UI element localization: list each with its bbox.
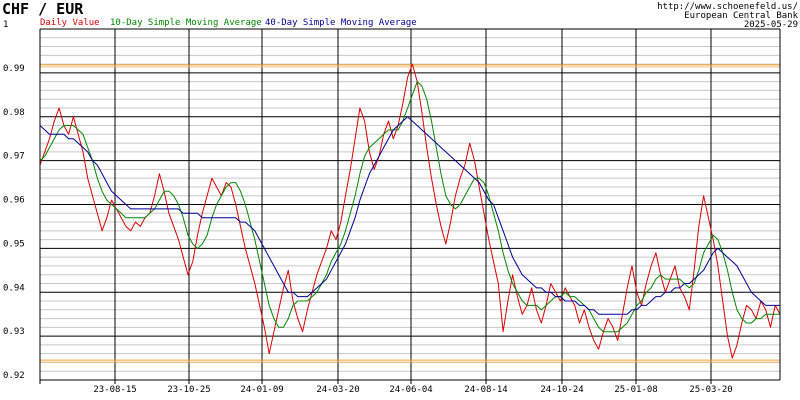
y-tick-label: 0.98 (3, 108, 25, 118)
legend-daily-value: Daily Value (40, 18, 100, 28)
chart-title: CHF / EUR (2, 0, 84, 18)
y-tick-label: 0.99 (3, 64, 25, 74)
x-tick-label: 25-01-08 (614, 385, 657, 395)
x-tick-label: 24-01-09 (240, 385, 283, 395)
x-tick-label: 23-10-25 (167, 385, 210, 395)
legend-sma-40: 40-Day Simple Moving Average (265, 18, 417, 28)
series-sma-40 (39, 116, 780, 315)
y-tick-label: 0.97 (3, 152, 25, 162)
x-tick-label: 24-10-24 (540, 385, 583, 395)
x-tick-label: 24-06-04 (389, 385, 432, 395)
y-tick-label: 0.95 (3, 239, 25, 249)
y-tick-labels: 1 0.99 0.98 0.97 0.96 0.95 0.94 0.93 0.92 (3, 20, 25, 381)
y-tick-label: 0.94 (3, 283, 25, 293)
x-tick-label: 24-08-14 (464, 385, 507, 395)
y-tick-label: 0.92 (3, 371, 25, 381)
x-tick-label: 24-03-20 (316, 385, 359, 395)
axes (39, 29, 781, 384)
x-tick-labels: 23-08-15 23-10-25 24-01-09 24-03-20 24-06-04… (93, 385, 732, 395)
series-lines (39, 63, 781, 359)
x-tick-label: 25-03-20 (689, 385, 732, 395)
reference-bands (40, 64, 780, 363)
x-tick-label: 23-08-15 (93, 385, 136, 395)
credit-source: European Central Bank (684, 11, 798, 21)
legend-sma-10: 10-Day Simple Moving Average (110, 18, 262, 28)
series-sma-10 (39, 81, 780, 333)
y-tick-label: 0.96 (3, 196, 25, 206)
credit-date: 2025-05-29 (744, 20, 798, 30)
series-daily-value (39, 63, 781, 359)
grid (40, 28, 780, 381)
y-tick-label: 1 (3, 20, 8, 30)
credit-url: http://www.schoenefeld.us/ (657, 2, 798, 12)
y-tick-label: 0.93 (3, 327, 25, 337)
